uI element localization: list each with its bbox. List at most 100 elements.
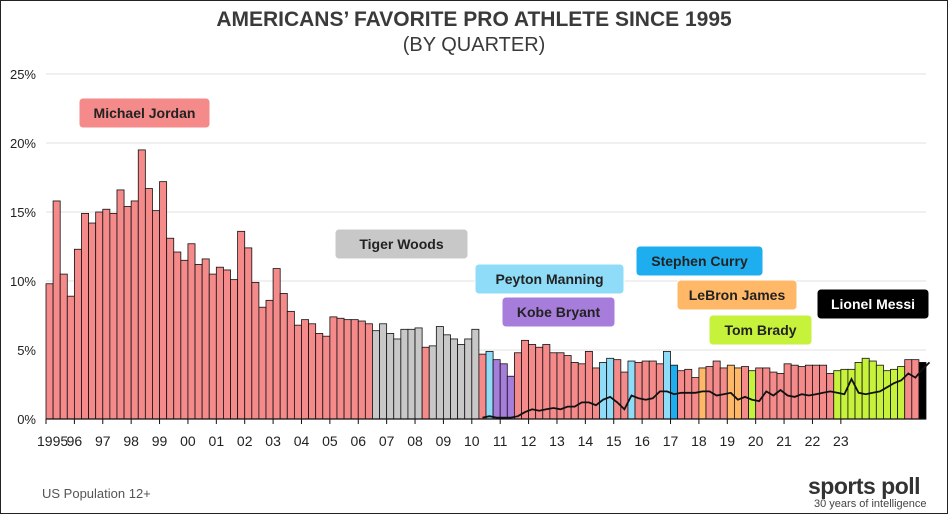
- bar: [215, 266, 224, 420]
- bar: [464, 338, 473, 420]
- x-tick-label: 02: [237, 433, 253, 449]
- bar: [407, 328, 416, 420]
- bar: [52, 200, 61, 420]
- bar: [641, 360, 650, 420]
- bar: [421, 346, 430, 420]
- x-tick-label: 13: [549, 433, 565, 449]
- bar: [797, 366, 806, 420]
- bar: [521, 339, 529, 420]
- brand-tagline: 30 years of intelligence: [814, 498, 927, 510]
- bar: [854, 362, 863, 420]
- bar: [187, 243, 196, 420]
- x-tick-label: 16: [634, 433, 650, 449]
- label-box-lionel-messi: [816, 288, 930, 320]
- y-tick-label: 10%: [10, 274, 36, 289]
- bar: [577, 363, 586, 420]
- bar: [904, 359, 913, 420]
- label-box-lebron-james: [676, 279, 798, 311]
- bar: [783, 363, 792, 420]
- bar: [379, 323, 388, 420]
- x-tick-label: 17: [663, 433, 679, 449]
- bar: [911, 359, 920, 420]
- bar: [428, 345, 437, 420]
- bar: [776, 373, 785, 420]
- x-tick-label: 98: [123, 433, 139, 449]
- x-tick-label: 08: [407, 433, 423, 449]
- bar: [343, 319, 352, 420]
- bar: [372, 330, 380, 420]
- bar: [443, 334, 451, 420]
- bar: [322, 335, 331, 420]
- bar: [130, 200, 139, 420]
- bar: [663, 350, 671, 420]
- label-box-tom-brady: [708, 314, 813, 346]
- bar: [336, 317, 345, 420]
- bar: [670, 364, 679, 420]
- bar: [301, 319, 309, 420]
- x-tick-label: 18: [691, 433, 707, 449]
- sports-poll-logo: sports poll 30 years of intelligence: [808, 474, 944, 510]
- x-tick-label: 09: [436, 433, 452, 449]
- bar: [620, 371, 629, 420]
- bar: [833, 370, 842, 420]
- bar: [386, 333, 395, 420]
- x-tick-label: 10: [464, 433, 480, 449]
- label-michael-jordan: Michael Jordan: [94, 105, 196, 121]
- y-tick-label: 25%: [10, 67, 36, 82]
- bar: [528, 344, 537, 420]
- x-tick-label: 11: [493, 433, 508, 449]
- x-tick-label: 97: [95, 433, 111, 449]
- bar: [109, 212, 118, 420]
- bar: [272, 268, 281, 420]
- bar: [897, 366, 906, 420]
- x-tick-label: 03: [265, 433, 281, 449]
- bar: [45, 283, 54, 420]
- label-tiger-woods: Tiger Woods: [359, 236, 443, 252]
- bar: [435, 326, 444, 420]
- bar: [712, 360, 721, 420]
- bar: [570, 362, 579, 420]
- y-tick-label: 20%: [10, 136, 36, 151]
- bar: [194, 264, 203, 420]
- bar: [613, 359, 622, 420]
- bar: [350, 319, 359, 420]
- bar: [450, 338, 459, 420]
- y-tick-label: 5%: [17, 343, 36, 358]
- x-tick-label: 05: [322, 433, 338, 449]
- bar: [265, 299, 274, 420]
- x-tick-label: 1995: [37, 433, 68, 449]
- bar: [627, 360, 636, 420]
- x-tick-label: 06: [350, 433, 366, 449]
- bar: [748, 370, 757, 420]
- bar: [826, 373, 835, 420]
- bar: [471, 328, 480, 420]
- bar: [102, 208, 111, 420]
- bar: [293, 324, 302, 420]
- bar: [677, 370, 686, 420]
- bar: [648, 360, 657, 420]
- bar: [73, 248, 82, 420]
- bar: [251, 281, 260, 420]
- bar: [201, 258, 210, 420]
- x-tick-label: 15: [606, 433, 622, 449]
- bar: [137, 149, 146, 420]
- label-peyton-manning: Peyton Manning: [495, 271, 603, 287]
- label-stephen-curry: Stephen Curry: [651, 253, 748, 269]
- bar: [81, 212, 89, 420]
- bar: [59, 273, 68, 420]
- x-tick-label: 23: [833, 433, 849, 449]
- label-box-michael-jordan: [78, 97, 211, 129]
- bar: [95, 211, 104, 420]
- label-lebron-james: LeBron James: [689, 287, 786, 303]
- label-tom-brady: Tom Brady: [724, 322, 796, 338]
- label-box-peyton-manning: [474, 263, 625, 295]
- bar: [755, 367, 764, 420]
- bar: [223, 269, 231, 420]
- label-box-stephen-curry: [635, 245, 764, 277]
- x-tick-label: 00: [180, 433, 196, 449]
- bar: [123, 206, 132, 420]
- bar: [606, 357, 615, 420]
- bar: [88, 222, 97, 420]
- bar: [66, 295, 75, 420]
